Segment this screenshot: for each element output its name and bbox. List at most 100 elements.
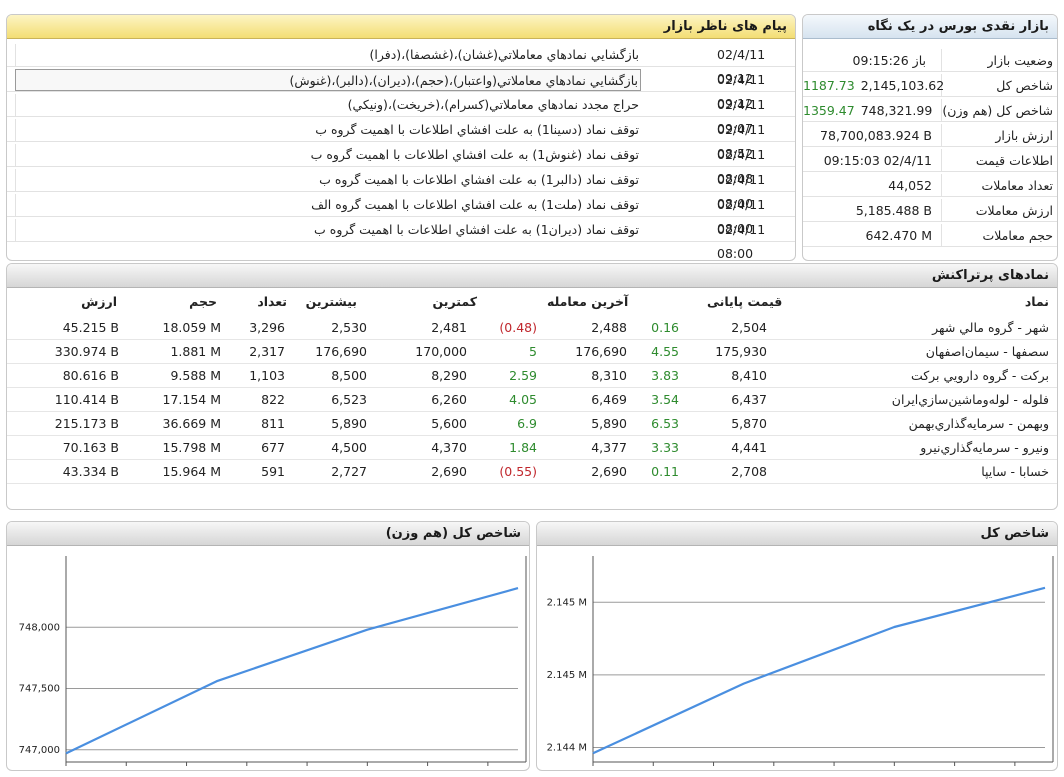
cell-closing-price: 2,708 xyxy=(731,464,767,479)
market-overview-panel: بازار نقدی بورس در یک نگاه وضعیت بازار با… xyxy=(802,14,1058,261)
cell-volume: 15.964 M xyxy=(162,464,222,479)
series-line xyxy=(592,586,1046,755)
market-overview-title: بازار نقدی بورس در یک نگاه xyxy=(803,15,1057,39)
y-tick-label: 2.144 M xyxy=(547,742,587,753)
total-index-chart: 2.144 M2.145 M2.145 M09:0009:0209:0409:0… xyxy=(547,556,1054,766)
cell-value: 110.414 B xyxy=(54,392,119,407)
table-row[interactable]: وبهمن - سرمایه‌گذاري‌بهمن 5,870 6.53 5,890 6… xyxy=(7,412,1057,436)
message-row[interactable]: 02/4/11 09:07 حراج مجدد نمادهاي معاملاتي(… xyxy=(7,93,795,136)
cell-value: 80.616 B xyxy=(62,368,119,383)
cell-volume: 15.798 M xyxy=(162,440,222,455)
cell-last-trade: 4,377 xyxy=(591,440,627,455)
table-row[interactable]: شهر - گروه مالي شهر 2,504 0.16 2,488 (0.48) 2… xyxy=(7,316,1057,340)
overview-label: حجم معاملات xyxy=(941,224,1053,247)
message-row[interactable]: 02/4/11 09:12 بازگشایي نمادهاي معاملاتي(غ… xyxy=(7,43,795,86)
overview-label: شاخص کل (هم وزن) xyxy=(941,99,1053,122)
overview-row: تعداد معاملات 44,052 xyxy=(803,174,1057,197)
message-row[interactable]: 02/4/11 08:00 توقف نماد (ملت1) به علت افش… xyxy=(7,193,795,236)
overview-value-text: 78,700,083.924 B xyxy=(820,128,932,143)
cell-high: 2,727 xyxy=(331,464,367,479)
cell-high: 2,530 xyxy=(331,320,367,335)
cell-volume: 18.059 M xyxy=(162,320,222,335)
message-text: توقف نماد (دیران1) به علت افشاي اطلاعات … xyxy=(15,219,641,241)
cell-value: 215.173 B xyxy=(54,416,119,431)
message-text: حراج مجدد نمادهاي معاملاتي(کسرام)،(خریخت… xyxy=(15,94,641,116)
cell-closing-change: 3.33 xyxy=(651,440,679,455)
overview-row: شاخص کل (هم وزن) 1359.47 748,321.99 xyxy=(803,99,1057,122)
overview-value-text: 748,321.99 xyxy=(860,103,933,118)
message-row[interactable]: 02/4/11 08:52 توقف نماد (دسینا1) به علت ا… xyxy=(7,118,795,161)
table-row[interactable]: سصفها - سیمان‌اصفهان 175,930 4.55 176,690 5 1… xyxy=(7,340,1057,364)
overview-value: 78,700,083.924 B xyxy=(803,124,936,147)
cell-low: 170,000 xyxy=(415,344,467,359)
cell-value: 330.974 B xyxy=(54,344,119,359)
message-row[interactable]: 02/4/11 08:08 توقف نماد (غنوش1) به علت اف… xyxy=(7,143,795,186)
cell-value: 45.215 B xyxy=(62,320,119,335)
overview-value: 642.470 M xyxy=(803,224,936,247)
supervisor-messages-title: پیام های ناظر بازار xyxy=(7,15,795,39)
header-volume[interactable]: حجم xyxy=(189,294,217,309)
cell-last-trade: 5,890 xyxy=(591,416,627,431)
message-row[interactable]: 02/4/11 09:12 بازگشایي نمادهاي معاملاتي(و… xyxy=(7,68,795,111)
header-symbol[interactable]: نماد xyxy=(1024,294,1049,309)
cell-last-trade: 2,690 xyxy=(591,464,627,479)
cell-last-change: 6.9 xyxy=(517,416,537,431)
overview-value: باز 09:15:26 xyxy=(803,49,936,72)
cell-closing-price: 4,441 xyxy=(731,440,767,455)
header-low[interactable]: کمترین xyxy=(432,294,477,309)
overview-label: وضعیت بازار xyxy=(941,49,1053,72)
header-closing-price[interactable]: قیمت پایانی xyxy=(707,294,783,309)
overview-value-text: 09:15:03 02/4/11 xyxy=(823,153,932,168)
y-tick-label: 2.145 M xyxy=(547,670,587,681)
equal-weight-index-chart-panel: شاخص کل (هم وزن) 747,000747,500748,00009… xyxy=(6,521,530,771)
message-time: 02/4/11 08:52 xyxy=(717,122,766,161)
cell-symbol: فلوله - لوله‌وماشین‌سازي‌ایران xyxy=(891,392,1049,407)
cell-volume: 1.881 M xyxy=(170,344,221,359)
cell-high: 5,890 xyxy=(331,416,367,431)
overview-label: ارزش معاملات xyxy=(941,199,1053,222)
message-time: 02/4/11 08:08 xyxy=(717,147,766,186)
header-last-trade[interactable]: آخرین معامله xyxy=(547,294,629,309)
message-time: 02/4/11 08:00 xyxy=(717,197,766,236)
equal-weight-index-chart: 747,000747,500748,00009:0009:0209:0409:0… xyxy=(19,556,527,766)
overview-value-text: باز 09:15:26 xyxy=(852,53,926,68)
cell-low: 5,600 xyxy=(431,416,467,431)
top-traded-panel: نمادهای پرتراکنش نماد قیمت پایانی آخرین … xyxy=(6,263,1058,510)
overview-value: 5,185.488 B xyxy=(803,199,936,222)
table-row[interactable]: ونیرو - سرمایه‌گذاري‌نیرو 4,441 3.33 4,377 1… xyxy=(7,436,1057,460)
header-high[interactable]: بیشترین xyxy=(305,294,357,309)
cell-closing-change: 3.83 xyxy=(651,368,679,383)
cell-closing-change: 0.16 xyxy=(651,320,679,335)
overview-value-text: 2,145,103.62 xyxy=(860,78,945,93)
y-tick-label: 748,000 xyxy=(19,622,60,633)
table-row[interactable]: فلوله - لوله‌وماشین‌سازي‌ایران 6,437 3.54 6… xyxy=(7,388,1057,412)
cell-low: 4,370 xyxy=(431,440,467,455)
cell-last-change: 4.05 xyxy=(509,392,537,407)
cell-volume: 9.588 M xyxy=(170,368,221,383)
header-value[interactable]: ارزش xyxy=(81,294,117,309)
cell-count: 2,317 xyxy=(249,344,285,359)
cell-symbol: برکت - گروه دارویي برکت xyxy=(910,368,1049,383)
cell-symbol: ونیرو - سرمایه‌گذاري‌نیرو xyxy=(920,440,1049,455)
message-time: 02/4/11 08:00 xyxy=(717,172,766,211)
table-row[interactable]: خسابا - سایپا 2,708 0.11 2,690 (0.55) 2,690 2,… xyxy=(7,460,1057,484)
overview-label: اطلاعات قیمت xyxy=(941,149,1053,172)
cell-closing-change: 0.11 xyxy=(651,464,679,479)
cell-closing-price: 5,870 xyxy=(731,416,767,431)
message-row[interactable]: 02/4/11 08:00 توقف نماد (دیران1) به علت ا… xyxy=(7,218,795,260)
header-count[interactable]: تعداد xyxy=(257,294,287,309)
cell-last-trade: 8,310 xyxy=(591,368,627,383)
table-row[interactable]: برکت - گروه دارویي برکت 8,410 3.83 8,310 2.5… xyxy=(7,364,1057,388)
overview-value: 09:15:03 02/4/11 xyxy=(803,149,936,172)
message-row[interactable]: 02/4/11 08:00 توقف نماد (دالبر1) به علت ا… xyxy=(7,168,795,211)
cell-volume: 17.154 M xyxy=(162,392,222,407)
cell-last-trade: 2,488 xyxy=(591,320,627,335)
cell-value: 43.334 B xyxy=(62,464,119,479)
overview-value: 1187.73 2,145,103.62 xyxy=(803,74,944,97)
cell-closing-price: 6,437 xyxy=(731,392,767,407)
cell-last-change: 5 xyxy=(529,344,537,359)
cell-last-trade: 176,690 xyxy=(575,344,627,359)
cell-count: 822 xyxy=(261,392,285,407)
equal-weight-index-chart-title: شاخص کل (هم وزن) xyxy=(7,522,529,546)
overview-value: 44,052 xyxy=(803,174,936,197)
